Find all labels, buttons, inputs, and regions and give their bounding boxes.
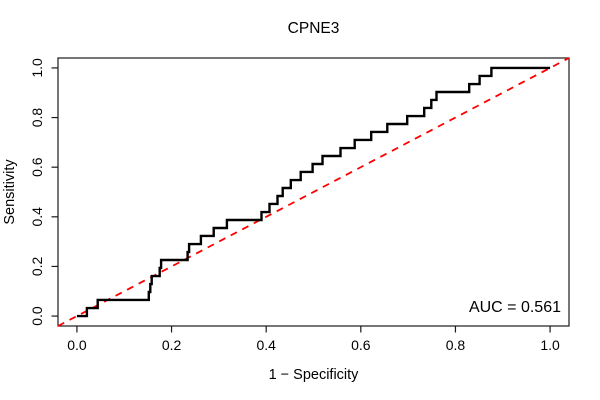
x-axis-ticks: 0.0 0.2 0.4 0.6 0.8 1.0 xyxy=(67,326,560,353)
x-axis-label: 1 − Specificity xyxy=(269,367,360,383)
auc-annotation: AUC = 0.561 xyxy=(469,299,561,316)
y-tick-label: 0.6 xyxy=(29,157,45,177)
x-tick-label: 0.2 xyxy=(162,337,182,353)
x-tick-label: 0.6 xyxy=(351,337,371,353)
y-tick-label: 0.2 xyxy=(29,257,45,277)
y-tick-label: 0.0 xyxy=(29,306,45,326)
x-tick-label: 0.8 xyxy=(446,337,466,353)
chart-title: CPNE3 xyxy=(288,20,340,37)
y-tick-label: 0.8 xyxy=(29,108,45,128)
roc-curve xyxy=(76,66,551,318)
y-tick-label: 0.4 xyxy=(29,207,45,227)
x-tick-label: 0.0 xyxy=(67,337,87,353)
y-tick-label: 1.0 xyxy=(29,58,45,78)
x-tick-label: 1.0 xyxy=(540,337,560,353)
plot-box xyxy=(57,57,570,327)
reference-diagonal-line xyxy=(57,57,570,327)
y-axis-label: Sensitivity xyxy=(2,159,18,225)
x-tick-label: 0.4 xyxy=(256,337,276,353)
y-axis-ticks: 0.0 0.2 0.4 0.6 0.8 1.0 xyxy=(29,58,58,326)
